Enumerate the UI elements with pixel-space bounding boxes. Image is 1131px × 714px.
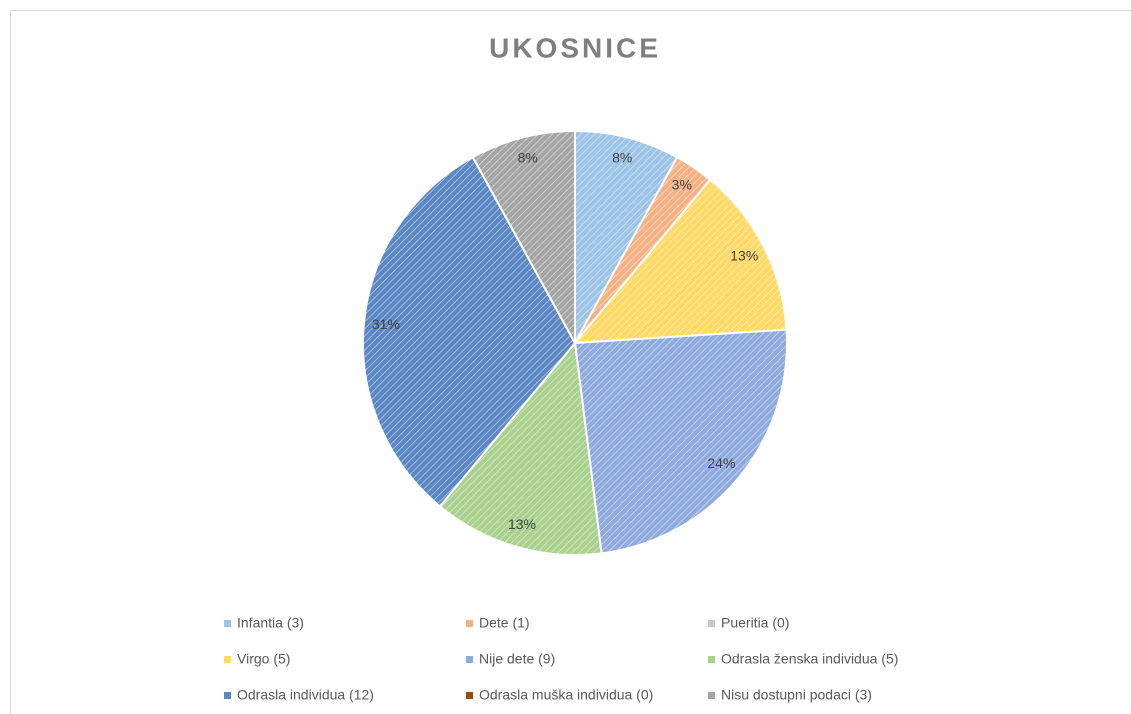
- legend-label: Pueritia (0): [721, 615, 789, 631]
- legend-marker: [466, 656, 473, 663]
- pie-slice: [438, 340, 603, 556]
- legend-label: Odrasla muška individua (0): [479, 687, 653, 703]
- pie-slice: [362, 155, 577, 508]
- pie-slice: [471, 129, 576, 344]
- legend-label: Infantia (3): [237, 615, 304, 631]
- legend-marker: [466, 620, 473, 627]
- legend-marker: [224, 692, 231, 699]
- legend-label: Odrasla individua (12): [237, 687, 374, 703]
- data-label: 31%: [372, 316, 400, 332]
- data-label: 8%: [612, 150, 632, 166]
- legend-label: Nije dete (9): [479, 651, 555, 667]
- legend-label: Nisu dostupni podaci (3): [721, 687, 872, 703]
- data-label: 13%: [730, 247, 758, 263]
- legend-marker: [224, 620, 231, 627]
- pie-slice: [574, 129, 679, 344]
- legend-label: Odrasla ženska individua (5): [721, 651, 898, 667]
- legend-label: Virgo (5): [237, 651, 290, 667]
- chart-title: UKOSNICE: [489, 32, 661, 63]
- legend-label: Dete (1): [479, 615, 530, 631]
- data-label: 13%: [508, 516, 536, 532]
- legend-marker: [708, 620, 715, 627]
- legend-marker: [466, 692, 473, 699]
- legend-marker: [708, 656, 715, 663]
- data-label: 24%: [707, 455, 735, 471]
- data-label: 3%: [672, 177, 692, 193]
- data-label: 8%: [518, 150, 538, 166]
- pie-slice: [573, 328, 788, 555]
- legend-marker: [708, 692, 715, 699]
- legend-marker: [224, 656, 231, 663]
- pie-slice: [572, 178, 788, 345]
